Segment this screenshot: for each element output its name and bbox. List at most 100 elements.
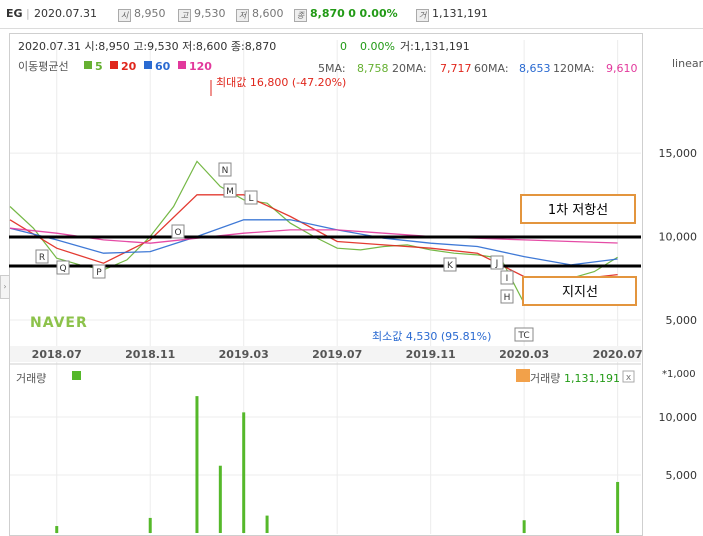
resistance-label-box xyxy=(520,194,636,224)
ma-line-20 xyxy=(9,194,618,281)
low-icon: 저 xyxy=(236,9,249,22)
separator: | xyxy=(26,7,30,20)
summary-date: 2020.07.31 xyxy=(34,7,97,20)
summary-high: 고 9,530 xyxy=(178,7,226,22)
event-marker-label: M xyxy=(226,187,234,197)
event-marker-box xyxy=(223,183,237,198)
side-panel-toggle[interactable]: › xyxy=(0,275,10,299)
volume-alert-icon[interactable] xyxy=(516,369,530,382)
price-tick-label: 15,000 xyxy=(659,147,698,160)
ma60-value: 8,653 xyxy=(519,62,551,75)
event-marker-box xyxy=(490,255,504,270)
x-tick-label: 2020.03 xyxy=(499,348,549,361)
summary-close: 종 8,870 0 0.00% xyxy=(294,7,398,22)
ma60-label: 60MA: xyxy=(474,62,509,75)
event-marker-label: K xyxy=(447,261,454,271)
summary-open: 시 8,950 xyxy=(118,7,166,22)
ma120-value: 9,610 xyxy=(606,62,638,75)
ma-legend-swatch-20 xyxy=(110,61,118,69)
volume-bar xyxy=(195,396,199,533)
grid-lines xyxy=(10,40,641,534)
scale-mode[interactable]: linear xyxy=(672,57,703,70)
event-marker-label: O xyxy=(174,228,181,238)
event-marker-label: R xyxy=(39,253,45,263)
ma-legend-swatch-60 xyxy=(144,61,152,69)
event-marker-box xyxy=(56,260,70,275)
volume-legend-swatch xyxy=(72,371,81,380)
high-icon: 고 xyxy=(178,9,191,22)
event-marker-box xyxy=(500,270,514,285)
event-marker-box xyxy=(500,289,514,304)
info-line-change: 0 xyxy=(340,40,347,53)
event-marker-label: N xyxy=(222,166,229,176)
ma5-value: 8,758 xyxy=(357,62,389,75)
volume-bars xyxy=(55,396,620,533)
ma120-label: 120MA: xyxy=(553,62,595,75)
min-label: 최소값 4,530 (95.81%) xyxy=(372,330,491,343)
x-tick-label: 2019.11 xyxy=(406,348,456,361)
volume-title: 거래량 xyxy=(16,372,46,385)
event-marker-box xyxy=(171,224,185,239)
summary-low: 저 8,600 xyxy=(236,7,284,22)
event-marker-label: P xyxy=(96,268,102,278)
ma-legend-60: 60 xyxy=(155,60,171,73)
volume-bar xyxy=(616,481,620,533)
max-label: 최대값 16,800 (-47.20%) xyxy=(216,76,346,89)
event-marker-box xyxy=(35,249,49,264)
event-marker-label: H xyxy=(504,293,511,303)
volume-bar xyxy=(148,517,152,533)
volume-bar xyxy=(242,412,246,533)
x-tick-label: 2020.07 xyxy=(593,348,643,361)
support-label-box xyxy=(522,276,637,306)
x-tick-label: 2019.07 xyxy=(312,348,362,361)
ma-legend-120: 120 xyxy=(189,60,212,73)
price-tick-label: 10,000 xyxy=(659,231,698,244)
price-tick-label: 5,000 xyxy=(666,314,698,327)
ma-line-60 xyxy=(9,219,618,266)
volume-bar xyxy=(265,515,269,533)
x-tick-label: 2019.03 xyxy=(219,348,269,361)
event-marker-box xyxy=(443,257,457,272)
volume-panel-close-button[interactable] xyxy=(622,370,635,383)
volume-icon: 거 xyxy=(416,9,429,22)
event-marker-label: L xyxy=(248,194,253,204)
naver-watermark: NAVER xyxy=(30,315,88,331)
support-label: 지지선 xyxy=(562,285,598,300)
close-icon[interactable]: x xyxy=(626,373,632,383)
event-marker-label: TC xyxy=(517,331,529,341)
ma20-label: 20MA: xyxy=(392,62,427,75)
event-marker-box xyxy=(244,190,258,205)
event-marker-box xyxy=(218,162,232,177)
ma-legend-20: 20 xyxy=(121,60,137,73)
summary-volume: 거 1,131,191 xyxy=(416,7,488,22)
volume-bar xyxy=(522,520,526,533)
ma-legend-5: 5 xyxy=(95,60,103,73)
x-axis-band xyxy=(10,346,641,362)
volume-value-label: 거래량 xyxy=(530,372,560,385)
volume-bar xyxy=(55,526,59,533)
x-tick-label: 2018.07 xyxy=(32,348,82,361)
x-tick-label: 2018.11 xyxy=(125,348,175,361)
volume-tick-label: 10,000 xyxy=(659,411,698,424)
ma20-value: 7,717 xyxy=(440,62,472,75)
volume-bar xyxy=(218,465,222,533)
event-marker-label: Q xyxy=(59,264,66,274)
volume-tick-label: 5,000 xyxy=(666,469,698,482)
event-marker-label: I xyxy=(506,274,509,284)
event-markers: R Q P O N M L K JIH TC xyxy=(35,162,534,342)
ma-line-120 xyxy=(9,227,618,244)
event-marker-box xyxy=(514,327,534,342)
info-line-ohlc: 2020.07.31 시:8,950 고:9,530 저:8,600 종:8,8… xyxy=(18,40,276,53)
info-line-volume: 거:1,131,191 xyxy=(400,40,470,53)
close-icon: 종 xyxy=(294,9,307,22)
summary-bar: EG | 2020.07.31 시 8,950 고 9,530 저 8,600 종 8,… xyxy=(0,0,703,29)
info-line-change-pct: 0.00% xyxy=(360,40,395,53)
x-axis: 2018.07 2018.11 2019.03 2019.07 2019.11 2020.… xyxy=(32,348,643,361)
ma5-label: 5MA: xyxy=(318,62,346,75)
ma-legend-swatch-120 xyxy=(178,61,186,69)
event-marker-label: J xyxy=(495,259,499,269)
volume-axis: 5,000 10,000 xyxy=(659,411,698,482)
ma-legend-title: 이동평균선 xyxy=(18,60,69,73)
volume-unit: *1,000 xyxy=(662,369,696,380)
